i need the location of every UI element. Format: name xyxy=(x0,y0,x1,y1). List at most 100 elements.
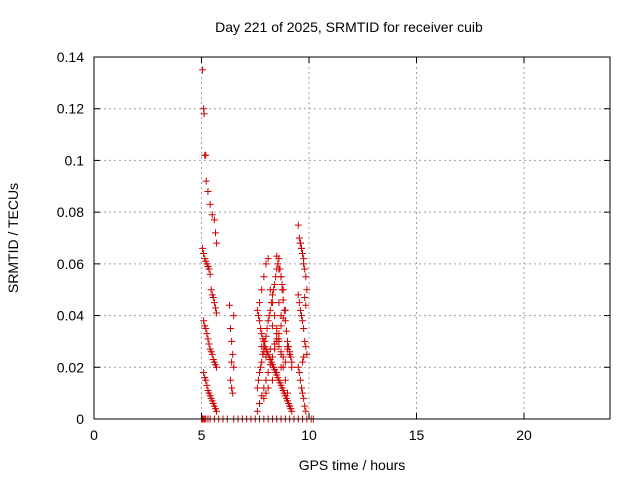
data-point xyxy=(262,389,270,397)
data-point xyxy=(301,293,309,301)
data-point xyxy=(253,407,261,415)
data-point xyxy=(273,252,281,260)
data-point xyxy=(261,337,269,345)
data-point xyxy=(277,312,285,320)
data-point xyxy=(202,376,210,384)
data-point xyxy=(227,325,235,332)
data-point xyxy=(203,330,211,338)
data-point xyxy=(209,293,217,301)
data-point xyxy=(299,317,307,325)
data-point xyxy=(301,402,309,410)
data-point xyxy=(300,325,308,332)
data-point xyxy=(206,200,214,208)
data-point xyxy=(207,286,215,294)
data-point xyxy=(273,330,281,338)
axis-ticks xyxy=(93,56,610,420)
data-point xyxy=(284,389,291,397)
data-point xyxy=(200,317,208,325)
data-point xyxy=(258,343,266,351)
y-tick-label: 0.02 xyxy=(57,359,84,375)
data-point xyxy=(295,368,303,376)
data-point xyxy=(286,402,294,410)
data-point xyxy=(274,260,282,268)
data-point xyxy=(206,270,214,278)
data-point xyxy=(228,358,236,366)
data-point xyxy=(277,348,285,356)
data-point xyxy=(294,221,302,229)
data-point xyxy=(202,325,210,332)
data-point xyxy=(303,286,311,294)
data-point xyxy=(213,363,221,371)
data-point xyxy=(268,322,276,330)
y-tick-label: 0.08 xyxy=(57,204,84,220)
y-tick-label: 0.04 xyxy=(57,308,84,324)
data-point xyxy=(258,358,266,366)
data-point xyxy=(271,340,279,348)
data-points xyxy=(198,66,317,423)
data-point xyxy=(208,211,216,219)
data-point xyxy=(208,350,216,358)
data-point xyxy=(260,394,268,402)
y-tick-label: 0.14 xyxy=(57,49,84,65)
data-point xyxy=(297,312,305,320)
data-point xyxy=(263,325,271,332)
data-point xyxy=(228,384,236,392)
data-point xyxy=(268,353,276,361)
data-point xyxy=(296,239,304,247)
data-point xyxy=(228,337,236,345)
data-point xyxy=(202,177,210,185)
data-point xyxy=(211,229,219,237)
data-point xyxy=(200,110,208,118)
data-point xyxy=(301,337,309,345)
data-point xyxy=(299,250,307,258)
data-point xyxy=(296,376,304,384)
data-point xyxy=(230,363,238,371)
data-point xyxy=(253,306,261,314)
data-point xyxy=(286,350,294,358)
data-point xyxy=(295,234,303,242)
data-point xyxy=(199,244,207,252)
data-point xyxy=(279,353,287,361)
data-point xyxy=(266,286,274,294)
data-point xyxy=(268,299,276,307)
data-point xyxy=(257,363,265,371)
data-point xyxy=(294,291,302,299)
data-point xyxy=(300,394,308,402)
data-point xyxy=(256,317,264,325)
data-point xyxy=(204,335,212,343)
data-point xyxy=(275,343,283,351)
y-tick-label: 0 xyxy=(76,411,84,427)
data-point xyxy=(266,345,274,353)
data-point xyxy=(301,265,309,273)
data-point xyxy=(302,407,310,415)
data-point xyxy=(277,322,285,330)
data-point xyxy=(275,265,283,273)
data-point xyxy=(264,317,272,325)
data-point xyxy=(260,348,268,356)
data-point xyxy=(210,216,218,224)
data-point xyxy=(262,332,270,340)
data-point xyxy=(268,376,276,384)
data-point xyxy=(205,265,213,273)
data-point xyxy=(256,368,264,376)
data-point xyxy=(264,255,272,263)
data-point xyxy=(199,66,207,74)
data-point xyxy=(277,363,285,371)
data-point xyxy=(210,299,218,307)
data-point xyxy=(256,399,264,407)
data-point xyxy=(203,381,211,389)
data-point xyxy=(299,358,307,366)
x-tick-labels: 0 5 10 15 20 xyxy=(90,427,532,443)
data-point xyxy=(213,407,221,415)
data-point xyxy=(277,273,285,281)
data-point xyxy=(268,291,276,299)
x-tick-label: 20 xyxy=(516,427,532,443)
data-point xyxy=(288,407,296,415)
data-point xyxy=(282,327,290,335)
data-point xyxy=(271,312,279,320)
data-point xyxy=(300,255,308,263)
y-axis-label: SRMTID / TECUs xyxy=(5,183,21,293)
data-point xyxy=(281,306,289,314)
data-point xyxy=(297,384,305,392)
